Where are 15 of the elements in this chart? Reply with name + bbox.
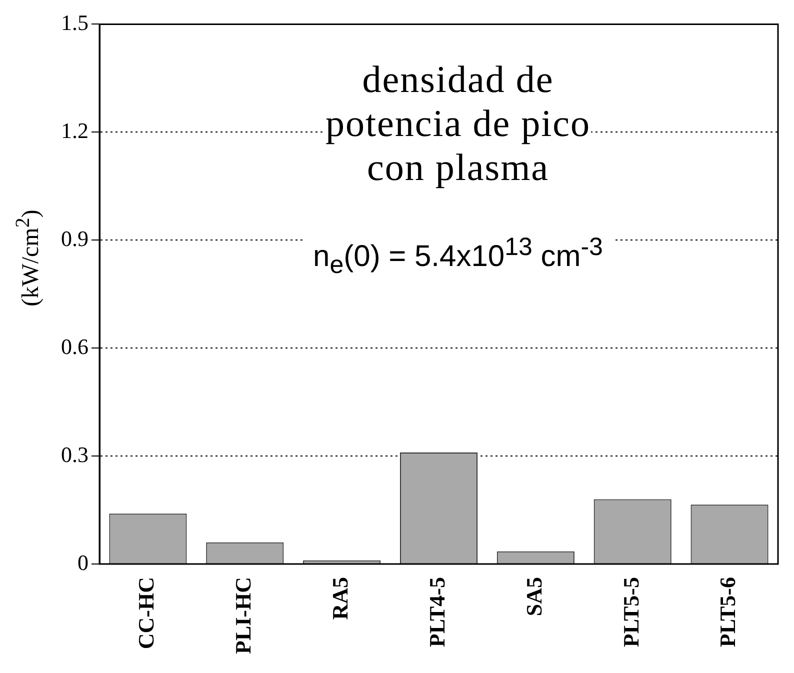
x-tick-label: PLT5-6 xyxy=(715,577,740,648)
x-tick-label: PLT5-5 xyxy=(618,577,644,648)
y-tick-label: 0 xyxy=(78,550,88,575)
text: densidad de potencia de pico con plasma xyxy=(325,59,590,189)
x-tick-label: RA5 xyxy=(328,577,353,620)
y-tick-label: 0.3 xyxy=(61,442,88,467)
y-tick-label: 1.5 xyxy=(61,10,88,35)
x-tick-label: PLT4-5 xyxy=(424,577,450,648)
x-tick-label: SA5 xyxy=(521,577,546,616)
y-tick-label: 1.2 xyxy=(61,118,88,143)
annotation: n$_{e}$(0) = 5.4x10$^{13}$ cm$^{-3}$ xyxy=(303,233,613,279)
y-tick-label: 0.6 xyxy=(61,334,88,359)
x-tick-label: CC-HC xyxy=(134,577,159,650)
y-tick-label: 0.9 xyxy=(61,226,88,251)
x-tick-label: PLI-HC xyxy=(230,577,256,654)
